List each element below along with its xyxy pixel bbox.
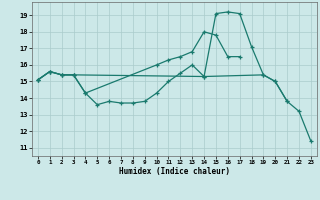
X-axis label: Humidex (Indice chaleur): Humidex (Indice chaleur) (119, 167, 230, 176)
